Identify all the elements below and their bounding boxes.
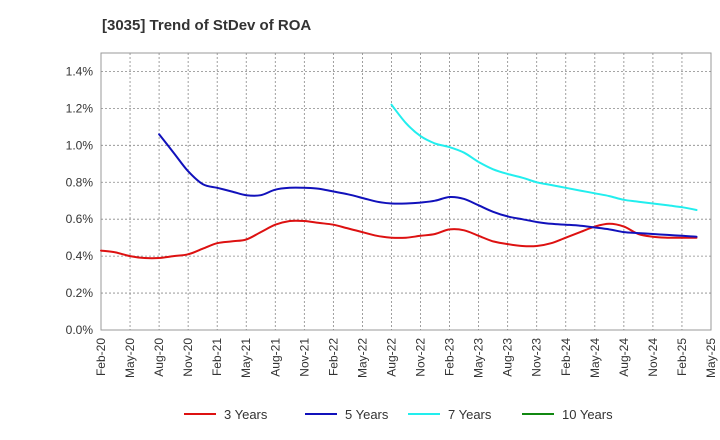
x-tick-label: Feb-23: [443, 338, 457, 376]
x-tick-label: Feb-21: [210, 338, 224, 376]
series-line-7-years: [390, 103, 698, 211]
plot-frame: [100, 52, 712, 331]
x-tick: Feb-21: [210, 338, 224, 376]
x-tick-label: Aug-21: [268, 338, 282, 377]
y-tick-label: 0.2%: [66, 286, 94, 300]
x-tick: Feb-20: [94, 338, 108, 376]
x-tick-label: May-21: [239, 338, 253, 378]
x-tick: Feb-23: [443, 338, 457, 376]
x-tick-label: Nov-21: [297, 338, 311, 377]
x-tick: Nov-22: [414, 338, 428, 377]
chart-title: [3035] Trend of StDev of ROA: [102, 17, 311, 34]
x-tick: Nov-20: [181, 338, 195, 377]
legend: 3 Years 5 Years 7 Years 10 Years: [184, 407, 613, 422]
plot-area: [100, 52, 712, 331]
x-tick-label: Feb-22: [326, 338, 340, 376]
x-tick-label: Aug-22: [384, 338, 398, 377]
x-tick: Aug-21: [268, 338, 282, 377]
x-tick-label: Nov-20: [181, 338, 195, 377]
x-tick-label: Nov-23: [530, 338, 544, 377]
x-tick: May-24: [588, 338, 602, 378]
y-tick-label: 0.8%: [66, 175, 94, 189]
y-tick-label: 0.4%: [66, 249, 94, 263]
x-tick: May-25: [704, 338, 718, 378]
x-tick-label: Aug-20: [152, 338, 166, 377]
x-tick: May-22: [355, 338, 369, 378]
series-lines: [100, 103, 698, 260]
legend-label-7-years: 7 Years: [448, 407, 492, 422]
series-line-5-years: [158, 133, 698, 238]
legend-label-3-years: 3 Years: [224, 407, 268, 422]
y-tick-label: 1.0%: [66, 138, 94, 152]
x-tick: Nov-23: [530, 338, 544, 377]
x-tick: Feb-24: [559, 338, 573, 376]
x-tick-label: Feb-20: [94, 338, 108, 376]
x-tick: Aug-22: [384, 338, 398, 377]
y-tick-label: 1.2%: [66, 101, 94, 115]
x-tick-label: May-25: [704, 338, 718, 378]
x-tick-label: May-23: [472, 338, 486, 378]
x-tick: Aug-20: [152, 338, 166, 377]
x-tick: Aug-23: [501, 338, 515, 377]
x-tick-label: Feb-25: [675, 338, 689, 376]
y-axis: 0.0% 0.2% 0.4% 0.6% 0.8% 1.0% 1.2% 1.4%: [66, 64, 94, 337]
x-tick-label: Feb-24: [559, 338, 573, 376]
x-axis: Feb-20 May-20 Aug-20 Nov-20 Feb-21 May-21 Aug-…: [94, 338, 718, 378]
x-tick-label: May-24: [588, 338, 602, 378]
legend-label-5-years: 5 Years: [345, 407, 389, 422]
x-tick-label: Aug-24: [617, 338, 631, 377]
x-tick-label: May-22: [355, 338, 369, 378]
x-tick: Feb-25: [675, 338, 689, 376]
x-tick: May-23: [472, 338, 486, 378]
x-tick: Feb-22: [326, 338, 340, 376]
x-tick: Aug-24: [617, 338, 631, 377]
x-tick: May-20: [123, 338, 137, 378]
legend-label-10-years: 10 Years: [562, 407, 613, 422]
x-tick: Nov-21: [297, 338, 311, 377]
x-tick-label: May-20: [123, 338, 137, 378]
x-tick: Nov-24: [646, 338, 660, 377]
x-tick-label: Nov-24: [646, 338, 660, 377]
y-tick-label: 1.4%: [66, 64, 94, 78]
x-tick-label: Nov-22: [414, 338, 428, 377]
grid-lines: [101, 53, 711, 330]
y-tick-label: 0.6%: [66, 212, 94, 226]
y-tick-label: 0.0%: [66, 323, 94, 337]
x-tick: May-21: [239, 338, 253, 378]
x-tick-label: Aug-23: [501, 338, 515, 377]
series-line-3-years: [100, 219, 698, 260]
